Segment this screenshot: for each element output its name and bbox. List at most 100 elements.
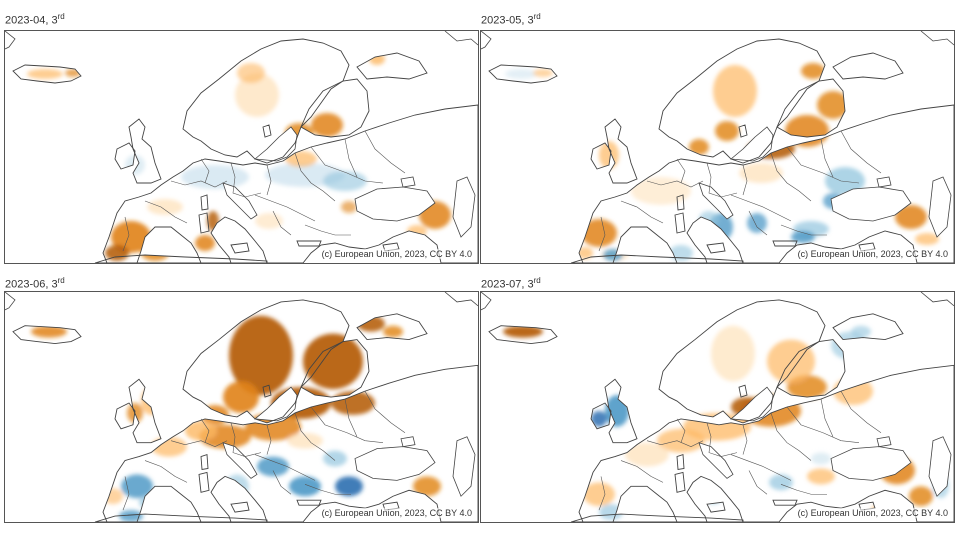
country-border bbox=[266, 164, 272, 196]
anomaly-patch-dry-faint bbox=[711, 325, 755, 382]
anomaly-patch-wet-light bbox=[599, 504, 623, 521]
country-border bbox=[676, 418, 686, 443]
country-border bbox=[200, 158, 210, 184]
anomaly-patch-dry-medium bbox=[817, 91, 849, 119]
anomaly-patch-wet-medium bbox=[605, 395, 629, 427]
coastline-ireland bbox=[590, 402, 612, 430]
country-border bbox=[598, 476, 606, 511]
coastline-corsica bbox=[200, 194, 209, 211]
country-border bbox=[786, 146, 860, 184]
anomaly-patch-dry-faint bbox=[625, 442, 669, 467]
sea-azov bbox=[876, 176, 892, 188]
coastline-sicily bbox=[230, 501, 250, 513]
anomaly-patch-wet-light bbox=[323, 450, 347, 467]
map-panel-2023-05: 2023-05, 3rd (c) European Union, 2023, C… bbox=[477, 0, 960, 270]
coastline-kola bbox=[832, 52, 904, 80]
coastline-finland bbox=[776, 78, 846, 138]
map-frame: (c) European Union, 2023, CC BY 4.0 bbox=[4, 291, 479, 523]
anomaly-patch-dry-medium bbox=[801, 63, 825, 79]
anomaly-patch-dry-light bbox=[915, 233, 939, 245]
sea-adriatic bbox=[222, 442, 258, 479]
land-crete bbox=[773, 241, 797, 246]
anomaly-patch-dry-medium bbox=[581, 219, 617, 247]
country-border bbox=[144, 200, 188, 224]
copyright-notice: (c) European Union, 2023, CC BY 4.0 bbox=[797, 249, 948, 259]
map-frame: (c) European Union, 2023, CC BY 4.0 bbox=[480, 291, 955, 523]
anomaly-patch-wet-medium bbox=[791, 231, 815, 243]
country-border bbox=[820, 138, 834, 178]
coastline-ireland bbox=[590, 142, 612, 170]
country-border bbox=[254, 454, 316, 481]
coastline-mainland bbox=[102, 364, 478, 522]
country-border bbox=[786, 406, 860, 443]
coastline-sicily bbox=[706, 242, 726, 254]
coastline-iceland bbox=[488, 325, 558, 345]
anomaly-patch-wet-faint bbox=[505, 69, 537, 79]
country-border bbox=[706, 162, 738, 198]
anomaly-patch-dry-medium bbox=[311, 113, 343, 137]
panel-title-text: 2023-04, 3 bbox=[5, 14, 58, 27]
anomaly-patch-dry-strong bbox=[229, 315, 293, 396]
anomaly-patch-dry-medium bbox=[31, 325, 67, 338]
coastline-finland bbox=[300, 78, 370, 138]
anomaly-patch-wet-strong bbox=[335, 476, 363, 497]
panel-title-text: 2023-05, 3 bbox=[481, 14, 534, 27]
country-border bbox=[200, 418, 210, 443]
coastline-africa bbox=[570, 254, 744, 263]
country-border bbox=[170, 440, 228, 447]
anomaly-patch-dry-light bbox=[583, 482, 615, 507]
sea-azov bbox=[400, 176, 416, 188]
coastline-gotland bbox=[738, 124, 748, 138]
country-border bbox=[294, 412, 336, 461]
anomaly-patch-dry-medium bbox=[383, 325, 403, 338]
coastline-finland bbox=[776, 339, 846, 398]
anomaly-patch-dry-strong bbox=[357, 315, 385, 332]
sea-adriatic bbox=[698, 182, 734, 220]
country-border bbox=[820, 399, 834, 437]
anomaly-patch-dry-medium bbox=[715, 121, 739, 141]
coastline-britain bbox=[128, 378, 162, 444]
coastline-kola bbox=[356, 313, 428, 341]
coastline-gotland bbox=[262, 124, 272, 138]
anomaly-patch-dry-medium bbox=[689, 139, 709, 155]
country-border bbox=[620, 460, 664, 483]
coastline-iceland bbox=[12, 325, 82, 345]
anomaly-patch-dry-strong bbox=[503, 325, 543, 338]
coastline-finland bbox=[300, 339, 370, 398]
land-sicily bbox=[707, 502, 725, 513]
country-border bbox=[742, 164, 748, 196]
anomaly-patch-dry-strong bbox=[303, 333, 363, 390]
europe-map bbox=[5, 31, 478, 263]
country-border bbox=[620, 200, 664, 224]
europe-map bbox=[5, 292, 478, 522]
anomaly-patch-dry-medium bbox=[111, 221, 151, 253]
land-crete bbox=[297, 500, 321, 506]
anomaly-patch-wet-strong bbox=[591, 410, 607, 427]
coastline-africa bbox=[570, 513, 744, 522]
anomaly-patch-wet-faint bbox=[125, 155, 145, 175]
country-border bbox=[646, 180, 704, 188]
coastline-greenland bbox=[481, 31, 492, 50]
anomaly-patch-dry-strong bbox=[331, 391, 375, 415]
land-gotland bbox=[739, 125, 747, 137]
anomaly-patch-dry-faint bbox=[255, 213, 283, 229]
land-corsica bbox=[201, 195, 208, 210]
anomaly-patch-dry-faint bbox=[235, 73, 279, 117]
anomaly-patch-dry-light bbox=[533, 69, 553, 77]
land-sicily bbox=[707, 243, 725, 253]
land-corsica bbox=[201, 454, 208, 470]
anomaly-patch-dry-faint bbox=[631, 177, 691, 205]
land-sardinia bbox=[675, 472, 685, 493]
land-corsica bbox=[677, 454, 684, 470]
anomaly-patch-dry-medium bbox=[413, 476, 441, 497]
coastline-kola bbox=[832, 313, 904, 341]
panel-title-text: 2023-07, 3 bbox=[481, 278, 534, 291]
country-border bbox=[304, 484, 351, 495]
country-border bbox=[310, 406, 384, 443]
europe-map bbox=[481, 31, 954, 263]
anomaly-patch-dry-faint bbox=[147, 199, 183, 215]
land-sardinia bbox=[675, 213, 685, 233]
country-border bbox=[122, 476, 130, 511]
anomaly-patch-wet-light bbox=[139, 494, 163, 511]
country-border bbox=[254, 194, 316, 222]
